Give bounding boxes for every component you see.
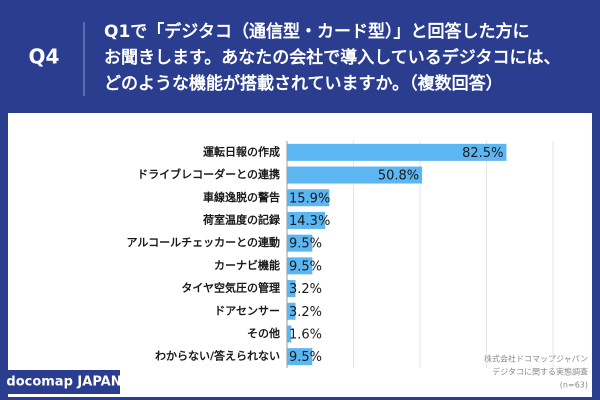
y-tick-label: その他 [247,326,280,340]
y-tick-label: タイヤ空気圧の管理 [181,281,280,295]
title-line: お聞きします。あなたの会社で導入しているデジタコには、 [104,47,560,68]
bar [287,234,313,252]
y-tick-label: カーナビ機能 [214,258,280,272]
y-tick-label: アルコールチェッカーとの連動 [126,235,280,249]
bar [287,211,326,229]
y-tick-label: わからない/答えられない [155,349,280,363]
y-tick-label: 荷室温度の記録 [202,212,281,226]
source-line: デジタコに関する実態調査 [492,367,588,377]
value-label: 50.8% [378,169,419,184]
bar [287,348,313,366]
value-label: 9.5% [289,259,322,274]
source-line: (n=63) [560,381,588,390]
bar [287,166,423,184]
value-label: 14.3% [289,214,330,229]
brand: docomap JAPAN [6,375,121,390]
y-tick-label: ドアセンサー [214,304,280,317]
bar [287,280,296,298]
bar [287,325,292,343]
y-tick-label: ドライブレコーダーとの連携 [137,167,280,181]
bar [287,189,330,207]
value-label: 9.5% [289,237,322,252]
title-line: どのような機能が搭載されていますか。（複数回答） [104,73,503,94]
question-label: Q4 [29,45,60,69]
value-label: 1.6% [289,327,322,342]
value-label: 82.5% [462,146,503,161]
bar [287,257,313,275]
bar [287,143,507,161]
bar [287,302,296,320]
brand-box [8,370,120,394]
y-tick-label: 運転日報の作成 [203,144,280,158]
source-line: 株式会社ドコマップジャパン [484,354,588,364]
title-line: Q1で「デジタコ（通信型・カード型）」と回答した方に [104,21,529,42]
value-label: 15.9% [289,191,330,206]
value-label: 3.2% [289,282,322,297]
value-label: 9.5% [289,350,322,365]
y-tick-label: 車線逸脱の警告 [203,190,280,204]
value-label: 3.2% [289,305,322,320]
